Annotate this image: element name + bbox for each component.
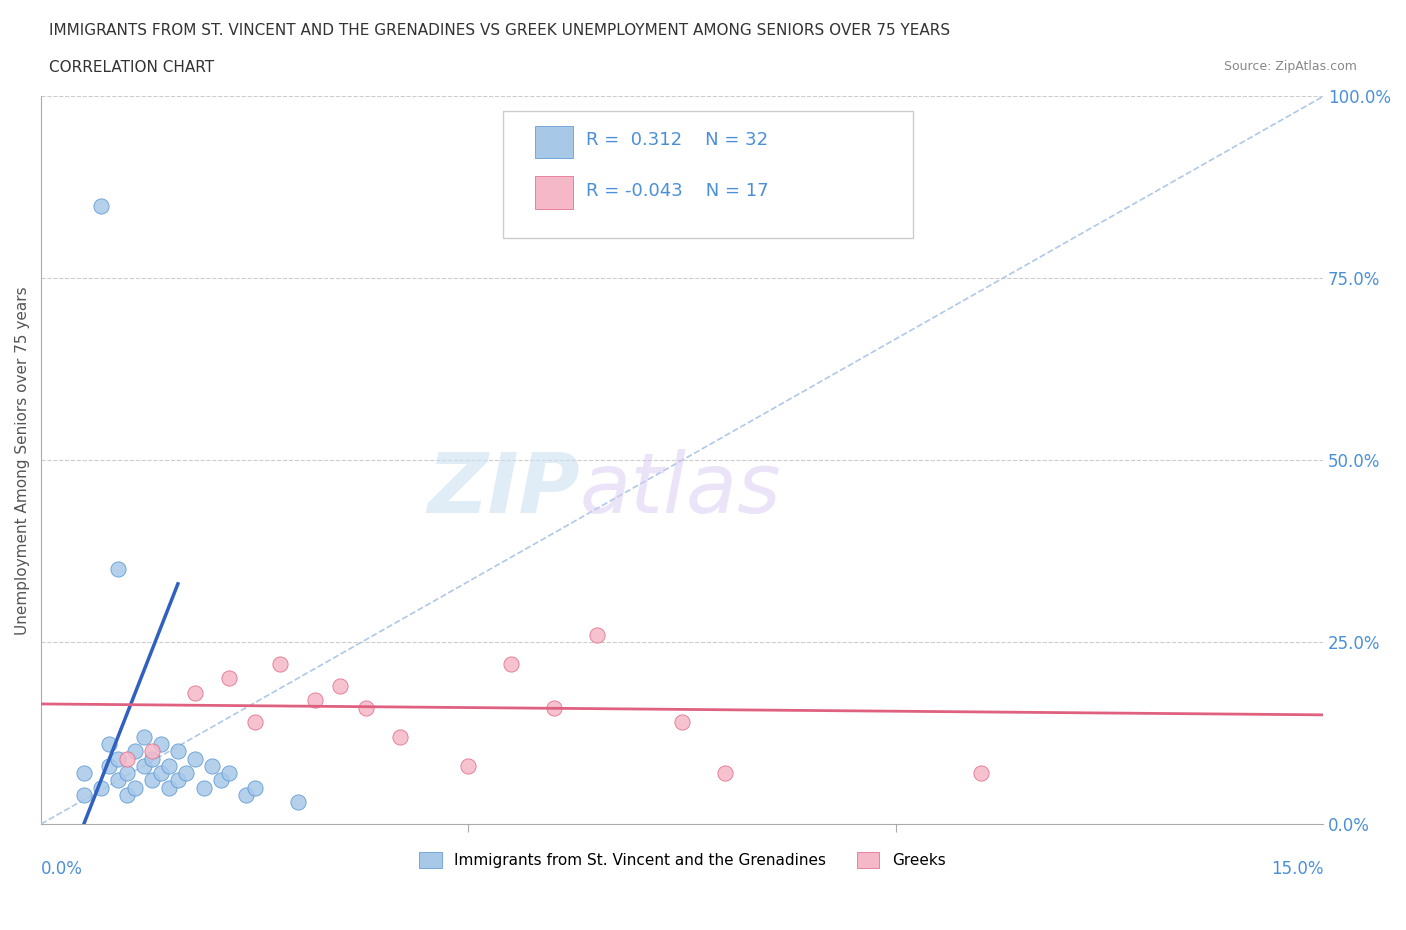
Point bbox=[90, 780, 112, 795]
Point bbox=[98, 758, 121, 773]
Point bbox=[107, 773, 129, 788]
Point bbox=[73, 788, 96, 803]
Point bbox=[714, 765, 737, 780]
Point bbox=[98, 737, 121, 751]
Point bbox=[457, 758, 479, 773]
Bar bbox=[534, 177, 574, 209]
Point bbox=[141, 751, 163, 766]
FancyBboxPatch shape bbox=[502, 111, 912, 238]
Point bbox=[115, 751, 138, 766]
Point bbox=[218, 765, 240, 780]
Point bbox=[73, 765, 96, 780]
Point bbox=[201, 758, 224, 773]
Text: 15.0%: 15.0% bbox=[1271, 860, 1323, 878]
Point bbox=[243, 714, 266, 729]
Point bbox=[124, 744, 146, 759]
Text: R =  0.312    N = 32: R = 0.312 N = 32 bbox=[586, 131, 768, 149]
Point bbox=[585, 628, 607, 643]
Point bbox=[501, 657, 523, 671]
Point bbox=[354, 700, 377, 715]
Point bbox=[149, 737, 172, 751]
Point bbox=[209, 773, 232, 788]
Point bbox=[329, 678, 352, 693]
Point bbox=[389, 729, 412, 744]
Point bbox=[176, 765, 198, 780]
Text: ZIP: ZIP bbox=[427, 449, 579, 530]
Point bbox=[543, 700, 565, 715]
Text: R = -0.043    N = 17: R = -0.043 N = 17 bbox=[586, 182, 769, 200]
Point bbox=[157, 758, 180, 773]
Point bbox=[218, 671, 240, 686]
Point bbox=[193, 780, 215, 795]
Point bbox=[107, 562, 129, 577]
Point bbox=[167, 773, 190, 788]
Point bbox=[141, 744, 163, 759]
Point bbox=[141, 773, 163, 788]
Point bbox=[287, 795, 309, 810]
Point bbox=[184, 685, 207, 700]
Point bbox=[184, 751, 207, 766]
Text: Source: ZipAtlas.com: Source: ZipAtlas.com bbox=[1223, 60, 1357, 73]
Point bbox=[970, 765, 993, 780]
Text: IMMIGRANTS FROM ST. VINCENT AND THE GRENADINES VS GREEK UNEMPLOYMENT AMONG SENIO: IMMIGRANTS FROM ST. VINCENT AND THE GREN… bbox=[49, 23, 950, 38]
Point bbox=[107, 751, 129, 766]
Legend: Immigrants from St. Vincent and the Grenadines, Greeks: Immigrants from St. Vincent and the Gren… bbox=[413, 846, 952, 874]
Bar bbox=[534, 126, 574, 158]
Point bbox=[235, 788, 257, 803]
Point bbox=[132, 758, 155, 773]
Point bbox=[304, 693, 326, 708]
Point bbox=[124, 780, 146, 795]
Point bbox=[157, 780, 180, 795]
Point bbox=[243, 780, 266, 795]
Point bbox=[90, 198, 112, 213]
Text: 0.0%: 0.0% bbox=[41, 860, 83, 878]
Point bbox=[115, 765, 138, 780]
Point bbox=[149, 765, 172, 780]
Point bbox=[671, 714, 693, 729]
Text: CORRELATION CHART: CORRELATION CHART bbox=[49, 60, 214, 75]
Point bbox=[132, 729, 155, 744]
Text: atlas: atlas bbox=[579, 449, 782, 530]
Point bbox=[115, 788, 138, 803]
Y-axis label: Unemployment Among Seniors over 75 years: Unemployment Among Seniors over 75 years bbox=[15, 286, 30, 634]
Point bbox=[167, 744, 190, 759]
Point bbox=[269, 657, 291, 671]
